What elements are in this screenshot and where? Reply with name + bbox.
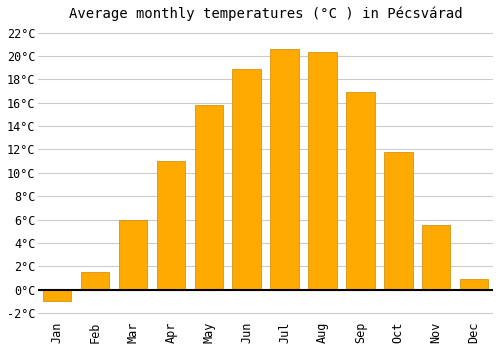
Bar bbox=[346, 92, 374, 290]
Bar bbox=[81, 272, 110, 290]
Bar bbox=[232, 69, 261, 290]
Title: Average monthly temperatures (°C ) in Pécsvárad: Average monthly temperatures (°C ) in Pé… bbox=[69, 7, 462, 21]
Bar bbox=[422, 225, 450, 290]
Bar bbox=[460, 279, 488, 290]
Bar bbox=[308, 52, 336, 290]
Bar bbox=[43, 290, 72, 301]
Bar bbox=[119, 219, 147, 290]
Bar bbox=[384, 152, 412, 290]
Bar bbox=[194, 105, 223, 290]
Bar bbox=[156, 161, 185, 290]
Bar bbox=[270, 49, 299, 290]
